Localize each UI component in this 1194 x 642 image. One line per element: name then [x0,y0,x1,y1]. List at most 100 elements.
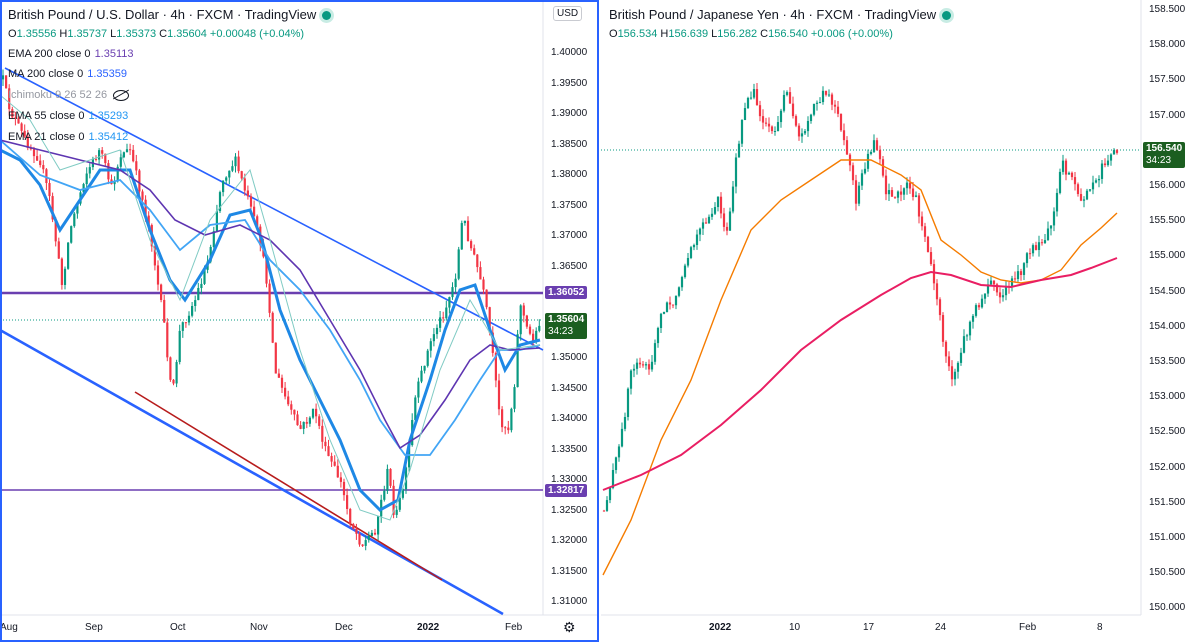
candle-body [653,343,657,362]
market-open-icon [322,11,332,21]
candle-body [367,535,370,541]
price-tick-label: 1.31000 [551,596,588,607]
candle-body [887,190,891,195]
candle-body [116,166,119,182]
candle-body [809,114,813,121]
price-tick-label: 157.000 [1149,109,1186,121]
indicator-ema55[interactable]: EMA 55 close 0 1.35293 [8,110,128,122]
candle-body [827,94,831,96]
candle-body [1091,182,1095,190]
price-tick-label: 156.000 [1149,180,1186,191]
candle-body [274,342,277,374]
candle-body [626,388,630,417]
price-tick-label: 154.500 [1149,285,1186,297]
candle-body [1040,242,1044,244]
candle-body [686,257,690,266]
candle-body [1067,172,1071,175]
candle-body [1058,171,1062,193]
time-tick-label: Nov [250,622,268,633]
candle-body [435,327,439,335]
gbpusd-chart-pane[interactable]: British Pound / U.S. Dollar · 4h · FXCM … [0,0,599,642]
candle-body [734,157,738,187]
candle-body [1082,199,1086,201]
candle-body [797,125,801,137]
candle-body [445,307,448,319]
candle-body [674,295,678,306]
candle-body [497,380,501,410]
candle-body [854,180,858,204]
candle-body [522,305,525,316]
candle-body [857,185,861,204]
candle-body [327,446,330,457]
candle-body [457,249,460,279]
candle-body [1097,178,1101,181]
candle-body [920,216,924,227]
candle-body [869,151,873,154]
indicator-ema200[interactable]: EMA 200 close 0 1.35113 [8,48,134,60]
candle-body [818,102,822,104]
channel-upper-trendline [4,67,544,351]
candle-body [1112,150,1116,155]
candle-body [965,335,969,337]
price-tick-label: 157.500 [1149,74,1186,86]
price-tick-label: 153.000 [1149,391,1186,403]
change-value: +0.00048 (+0.04%) [209,28,305,40]
candle-body [959,352,963,363]
candle-body [420,370,423,382]
low-label: L [711,28,718,40]
candle-body [249,196,253,207]
candle-body [731,186,735,212]
candle-body [842,130,846,141]
candle-body [315,408,318,417]
candle-body [203,269,206,284]
candle-body [336,465,339,478]
candle-body [656,327,660,344]
candle-body [929,252,933,265]
candle-body [800,133,804,137]
ma-fast-line [602,159,1118,576]
candle-body [5,75,8,89]
currency-button[interactable]: USD [553,6,583,21]
candle-body [1022,263,1026,275]
gbpjpy-chart-pane[interactable]: British Pound / Japanese Yen · 4h · FXCM… [601,0,1194,642]
candle-body [234,156,237,167]
candle-body [755,89,759,106]
candle-body [704,222,708,224]
indicator-label: EMA 200 close 0 [8,48,91,60]
candle-body [299,425,302,429]
candle-body [821,90,825,103]
time-tick-label: Sep [85,622,103,633]
candle-body [926,236,930,253]
indicator-ichimoku[interactable]: Ichimoku 9 26 52 26 [8,89,130,101]
gbpusd-chart-canvas[interactable] [0,0,599,642]
candle-body [707,216,711,224]
candle-body [42,165,45,170]
candle-body [782,94,786,111]
price-tick-label: 1.37000 [551,230,588,241]
candle-body [641,364,645,366]
candle-body [501,409,504,428]
candle-body [1115,150,1119,153]
candle-body [296,414,299,426]
candle-body [998,292,1002,298]
hidden-eye-icon[interactable] [113,89,130,101]
candle-body [722,213,726,227]
candle-body [358,533,361,545]
candle-body [1034,245,1038,250]
price-tick-label: 154.000 [1149,320,1186,332]
candle-body [617,446,621,458]
indicator-ema21[interactable]: EMA 21 close 0 1.35412 [8,131,128,143]
settings-gear-icon[interactable]: ⚙ [563,619,576,635]
candle-body [1001,295,1005,298]
candle-body [432,334,435,342]
gbpjpy-chart-canvas[interactable] [601,0,1194,642]
candle-body [803,131,807,134]
candle-body [725,226,729,231]
price-tick-label: 153.500 [1149,356,1186,367]
candle-body [11,109,14,118]
candle-body [1037,242,1041,250]
indicator-ma200[interactable]: MA 200 close 0 1.35359 [8,68,127,80]
candle-body [404,467,408,490]
candle-body [995,284,999,293]
candle-body [608,487,612,501]
